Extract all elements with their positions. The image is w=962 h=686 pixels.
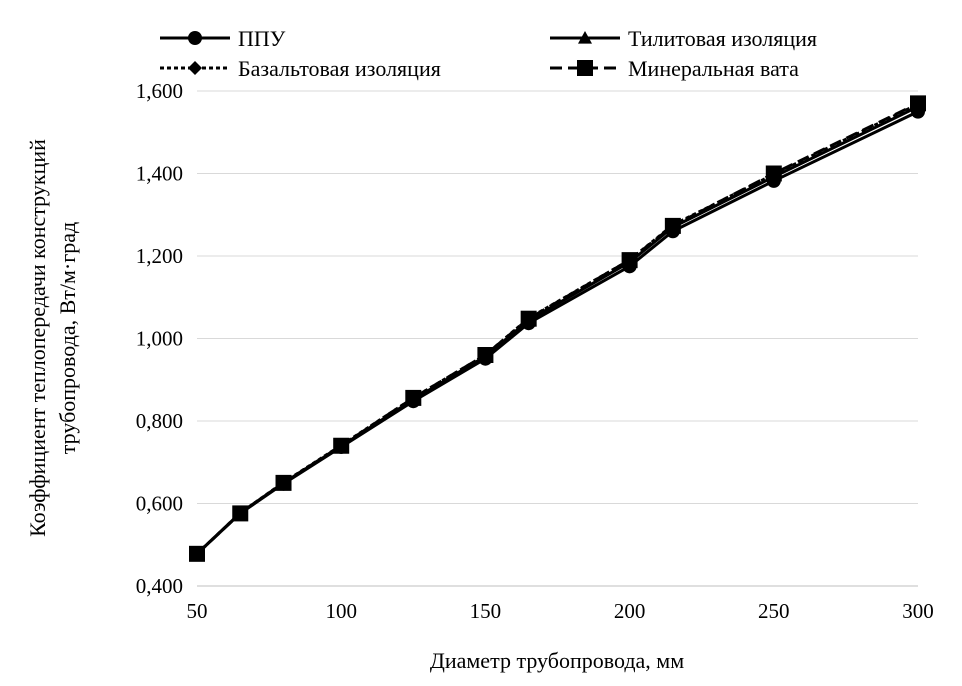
- series-2: [190, 97, 925, 561]
- legend-swatch-marker-1: [578, 31, 592, 44]
- legend-label-0: ППУ: [238, 26, 286, 51]
- series-3-point-5: [477, 347, 494, 363]
- legend-item-3: Минеральная вата: [550, 56, 799, 81]
- legend-label-2: Базальтовая изоляция: [238, 56, 441, 81]
- y-axis-title-line-1: Коэффициент теплопередачи конструкций: [25, 139, 50, 537]
- series-line-3: [195, 102, 919, 555]
- series-3-point-3: [333, 437, 350, 454]
- y-tick-label-1: 0,600: [136, 492, 183, 516]
- legend-label-1: Тилитовая изоляция: [628, 26, 817, 51]
- series-3-point-10: [910, 95, 926, 112]
- x-tick-label-3: 200: [614, 599, 646, 623]
- y-axis-title-line-2: трубопровода, Вт/м·град: [55, 222, 80, 454]
- series-3-point-1: [232, 505, 249, 522]
- y-tick-label-4: 1,200: [136, 244, 183, 268]
- x-axis-title: Диаметр трубопровода, мм: [430, 648, 684, 673]
- y-tick-label-2: 0,800: [136, 409, 183, 433]
- legend-item-0: ППУ: [160, 26, 286, 51]
- series-3-point-2: [275, 474, 292, 491]
- legend-label-3: Минеральная вата: [628, 56, 799, 81]
- series-3-point-8: [664, 217, 681, 234]
- series-3-point-4: [405, 389, 422, 406]
- x-tick-label-5: 300: [902, 599, 934, 623]
- series-3-point-6: [520, 310, 537, 327]
- series-3: [189, 95, 926, 562]
- y-tick-label-6: 1,600: [136, 79, 183, 103]
- x-tick-label-1: 100: [325, 599, 357, 623]
- y-axis-title: Коэффициент теплопередачи конструкций тр…: [25, 139, 80, 537]
- series-line-2: [195, 102, 919, 555]
- series-3-point-9: [765, 165, 782, 182]
- series-3-point-7: [621, 252, 638, 269]
- series-line-0: [195, 110, 919, 555]
- x-tick-label-2: 150: [470, 599, 502, 623]
- data-series: [189, 95, 926, 562]
- legend: ППУ Тилитовая изоляция Базальтовая изоляци…: [160, 26, 817, 81]
- y-tick-labels: 0,400 0,600 0,800 1,000 1,200 1,400 1,600: [136, 79, 183, 598]
- y-tick-label-0: 0,400: [136, 574, 183, 598]
- legend-item-2: Базальтовая изоляция: [160, 56, 441, 81]
- y-tick-label-5: 1,400: [136, 162, 183, 186]
- series-1: [190, 99, 925, 560]
- x-tick-label-0: 50: [187, 599, 208, 623]
- x-tick-label-4: 250: [758, 599, 790, 623]
- legend-swatch-marker-0: [188, 31, 202, 45]
- y-tick-label-3: 1,000: [136, 327, 183, 351]
- legend-item-1: Тилитовая изоляция: [550, 26, 817, 51]
- series-3-point-0: [189, 545, 205, 562]
- x-tick-labels: 50 100 150 200 250 300: [187, 599, 934, 623]
- legend-swatch-marker-3: [577, 60, 593, 76]
- grid-lines: [197, 90, 918, 504]
- legend-swatch-marker-2: [188, 61, 202, 75]
